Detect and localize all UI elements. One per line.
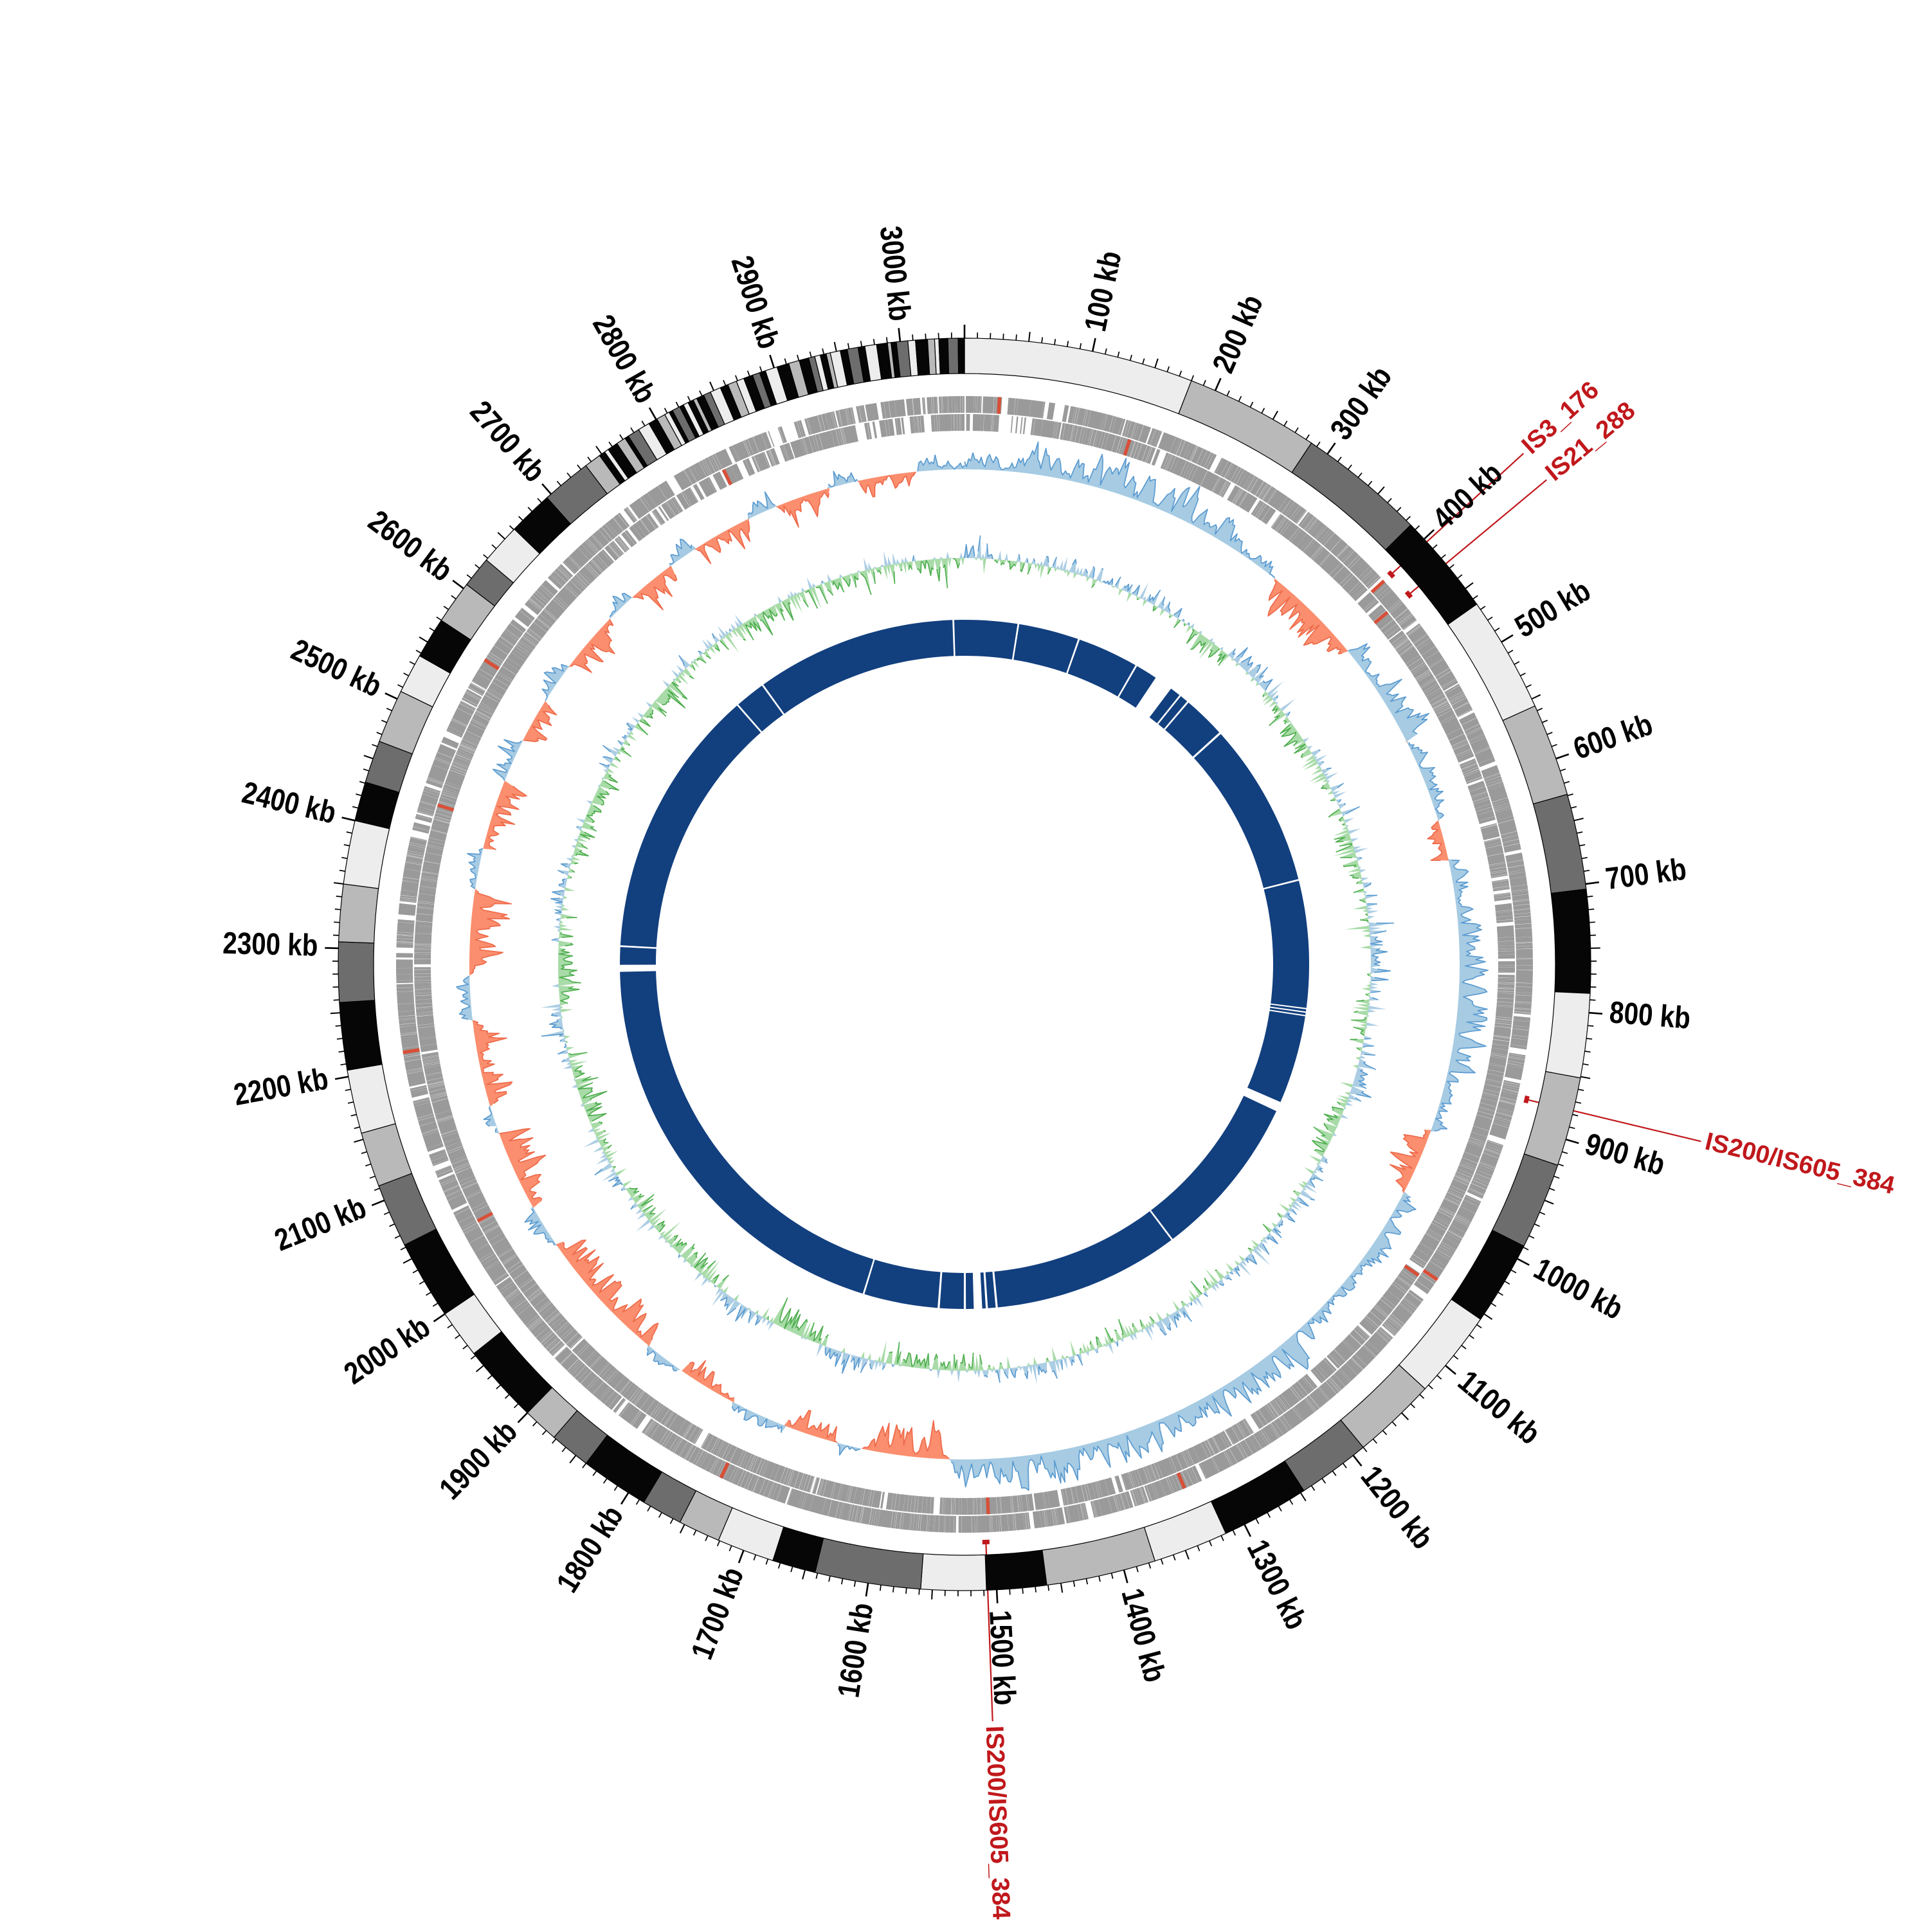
- svg-text:2300 kb: 2300 kb: [222, 926, 318, 963]
- svg-text:1500 kb: 1500 kb: [983, 1609, 1022, 1706]
- svg-text:800 kb: 800 kb: [1608, 995, 1692, 1036]
